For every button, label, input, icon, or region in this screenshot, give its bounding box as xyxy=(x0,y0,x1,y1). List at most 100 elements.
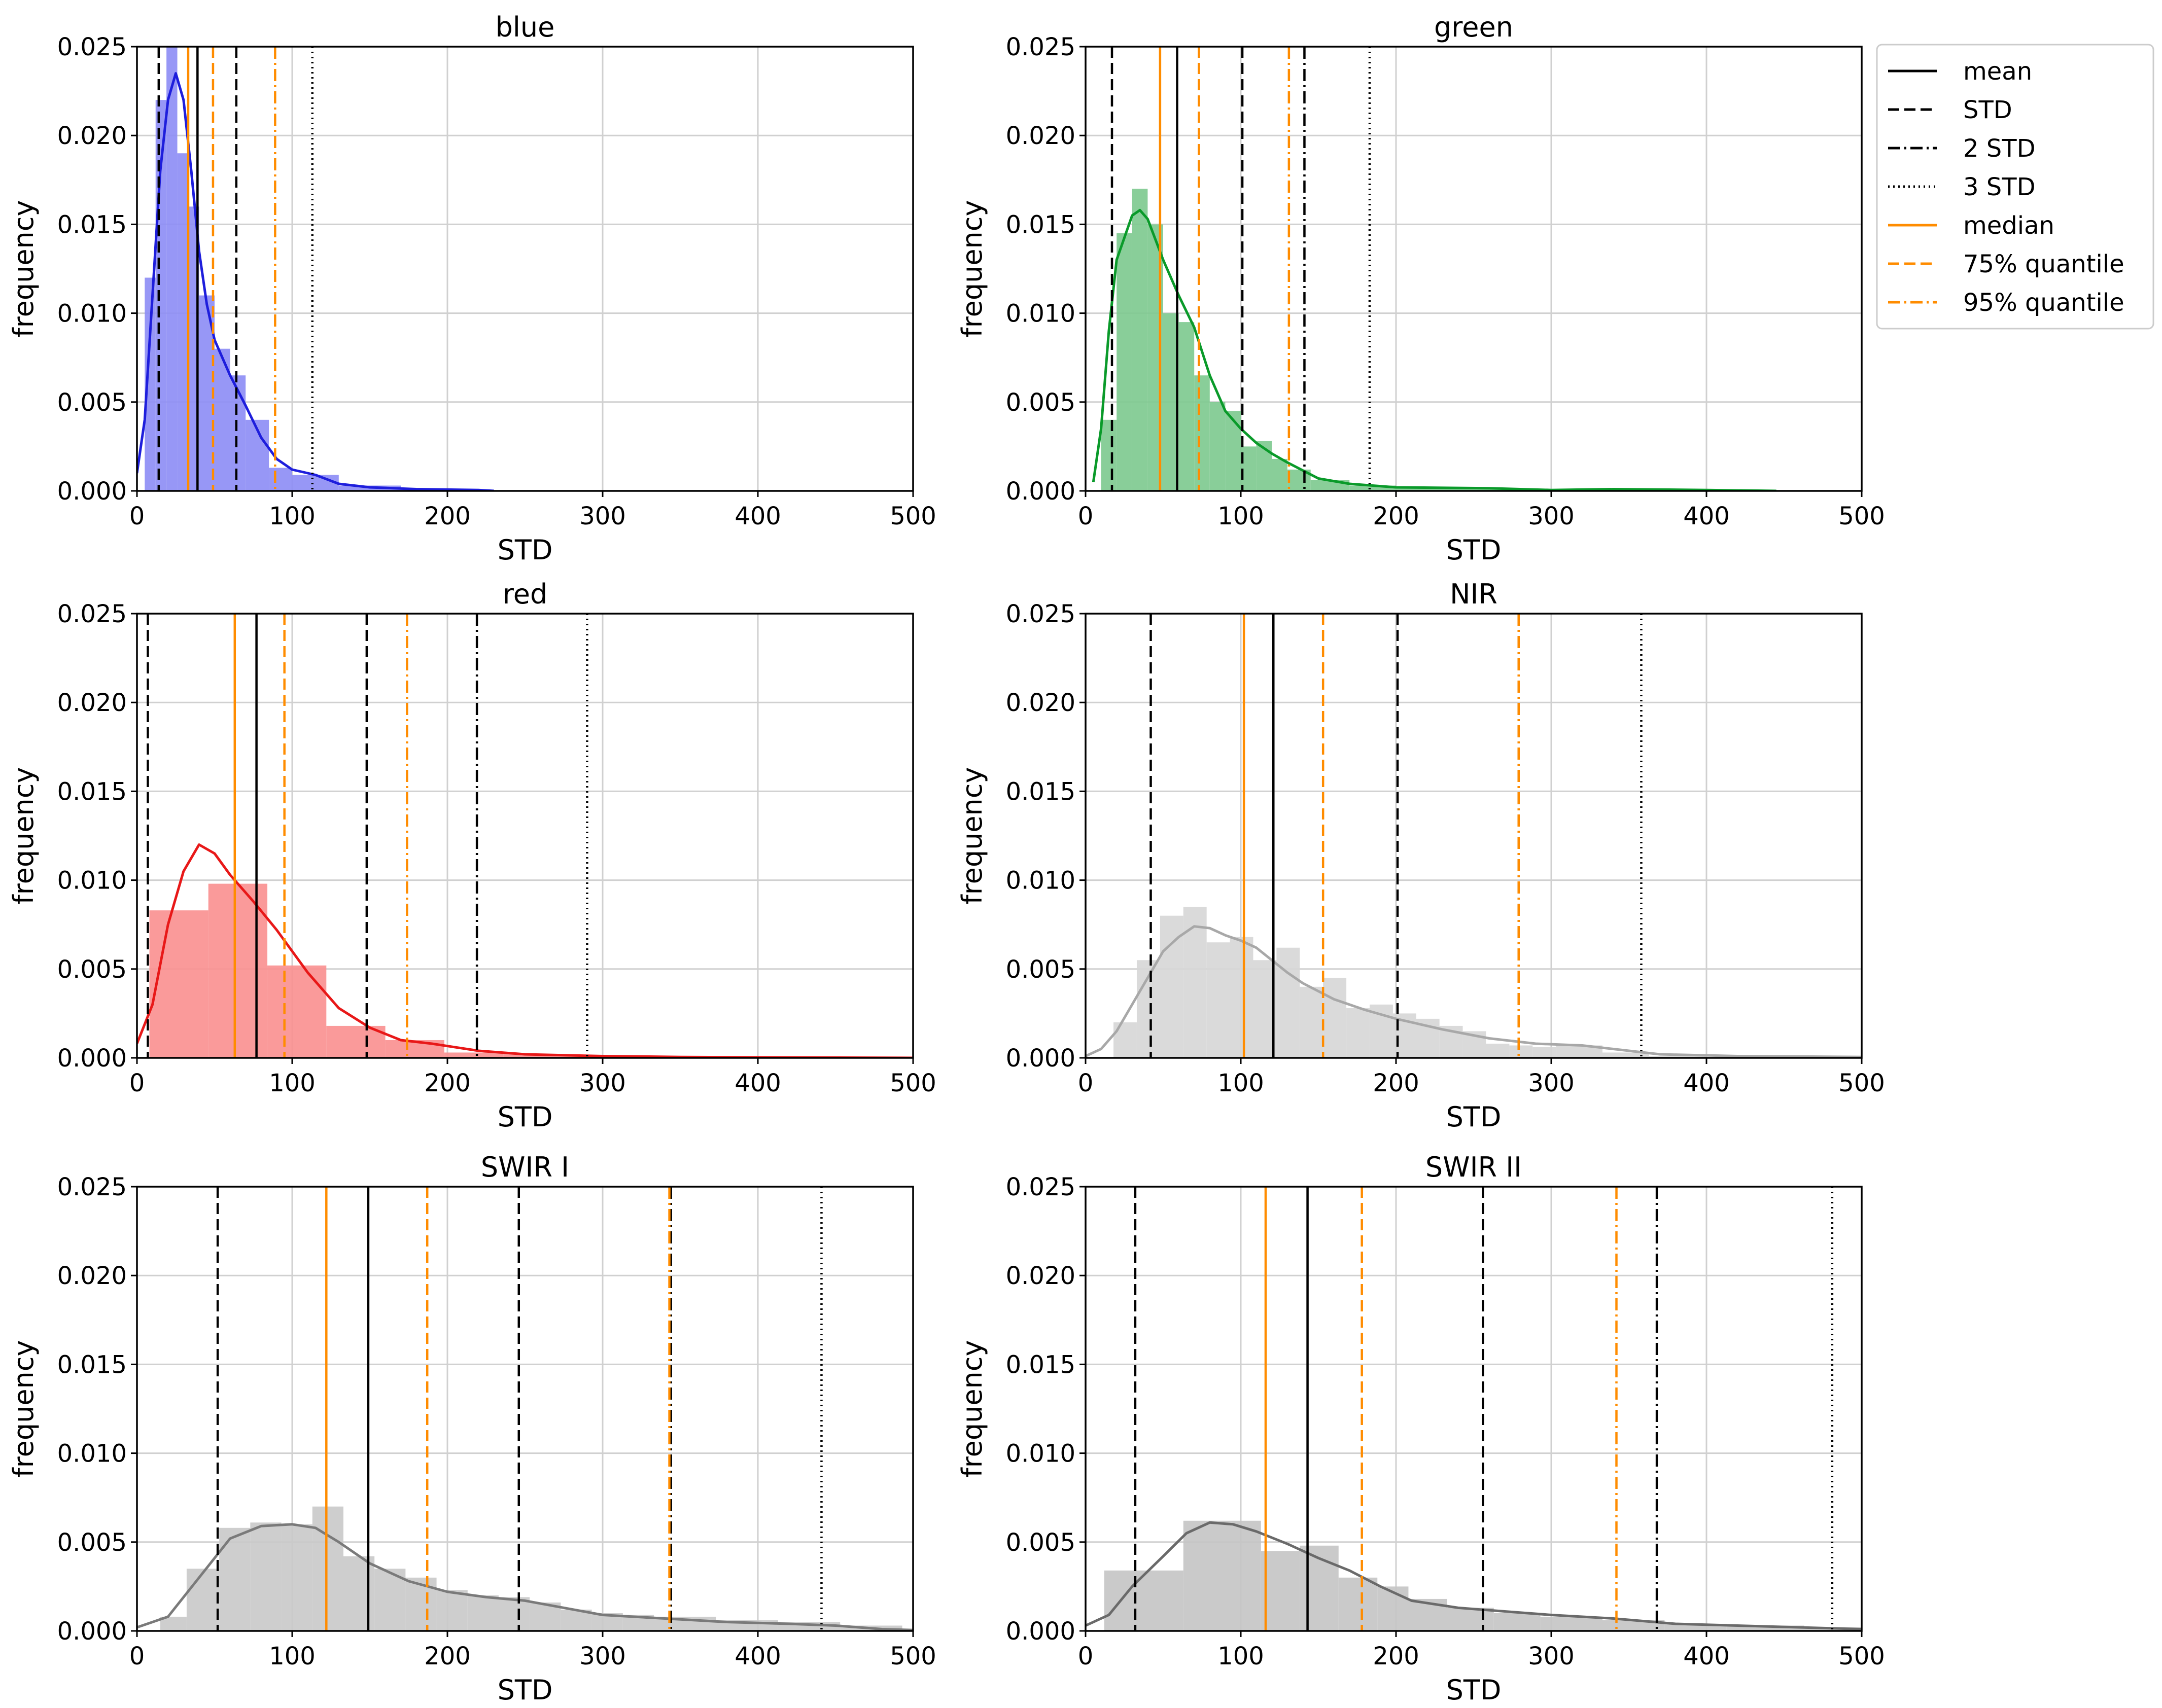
histogram-bar xyxy=(1540,1616,1602,1631)
x-tick-label: 400 xyxy=(1683,1069,1730,1097)
x-tick-label: 100 xyxy=(269,1069,316,1097)
legend-item: 2 STD xyxy=(1888,134,2036,163)
axes-frame xyxy=(136,1186,914,1632)
histogram-bar xyxy=(1346,1008,1370,1058)
y-axis-label: frequency xyxy=(8,767,40,905)
y-tick-label: 0.000 xyxy=(57,477,127,506)
legend-item: 75% quantile xyxy=(1888,250,2124,278)
histogram-bar xyxy=(1338,1577,1378,1631)
y-tick-label: 0.015 xyxy=(57,777,127,806)
chart-title: SWIR I xyxy=(481,1151,569,1183)
x-tick-label: 500 xyxy=(1838,1069,1885,1097)
y-tick-label: 0.000 xyxy=(1006,477,1075,506)
histogram-bar xyxy=(1447,1608,1494,1631)
y-tick-label: 0.020 xyxy=(57,122,127,150)
x-tick-label: 100 xyxy=(1217,502,1264,530)
histogram-bar xyxy=(436,1590,468,1631)
legend-label: 95% quantile xyxy=(1963,289,2124,317)
legend-label: 2 STD xyxy=(1963,134,2036,163)
plot-area xyxy=(137,47,494,491)
kde-line xyxy=(137,843,913,1058)
axes-frame xyxy=(1085,613,1863,1059)
histogram-bar xyxy=(1726,1625,1804,1631)
chart-panel-swir-ii: 0 100 200 300 400 500 0.000 0.005 0.010 0.015 0.02… xyxy=(956,1151,1885,1706)
y-tick-label: 0.015 xyxy=(1006,1350,1075,1379)
legend-item: 3 STD xyxy=(1888,173,2036,201)
histogram-bar xyxy=(186,1569,220,1631)
chart-title: red xyxy=(503,578,548,610)
legend-item: 95% quantile xyxy=(1888,289,2124,317)
legend-frame xyxy=(1876,44,2154,330)
histogram-bar xyxy=(149,910,208,1058)
y-tick-label: 0.005 xyxy=(57,955,127,984)
x-axis-label: STD xyxy=(1446,1674,1502,1706)
histogram-bar xyxy=(145,277,156,491)
histogram-bar xyxy=(1230,937,1253,1058)
kde-line xyxy=(1086,1521,1862,1630)
chart-title: SWIR II xyxy=(1425,1151,1522,1183)
x-tick-label: 400 xyxy=(1683,502,1730,530)
y-tick-label: 0.015 xyxy=(1006,210,1075,239)
y-tick-label: 0.015 xyxy=(1006,777,1075,806)
x-tick-label: 400 xyxy=(1683,1642,1730,1670)
histogram-bar xyxy=(1183,1520,1261,1631)
histogram-bar xyxy=(374,1569,406,1631)
x-tick-label: 200 xyxy=(1373,502,1419,530)
x-tick-label: 200 xyxy=(424,1069,471,1097)
x-tick-label: 200 xyxy=(1373,1069,1419,1097)
histogram-bar xyxy=(1509,1045,1533,1058)
y-tick-label: 0.020 xyxy=(57,689,127,717)
x-tick-label: 200 xyxy=(424,502,471,530)
plot-area xyxy=(1086,1187,1862,1631)
histogram-bar xyxy=(343,1556,375,1631)
legend-label: median xyxy=(1963,211,2054,240)
y-tick-label: 0.025 xyxy=(1006,1173,1075,1201)
x-tick-label: 500 xyxy=(890,1642,936,1670)
y-tick-label: 0.010 xyxy=(1006,867,1075,895)
histogram-bar xyxy=(1300,986,1323,1058)
y-tick-label: 0.020 xyxy=(1006,689,1075,717)
y-axis-label: frequency xyxy=(956,1340,988,1478)
histogram-bar xyxy=(219,1527,251,1631)
chart-title: green xyxy=(1434,11,1513,43)
x-tick-label: 400 xyxy=(735,1069,781,1097)
legend-item: median xyxy=(1888,211,2054,240)
x-tick-label: 400 xyxy=(735,1642,781,1670)
histogram-bar xyxy=(444,1052,504,1058)
y-tick-label: 0.000 xyxy=(1006,1044,1075,1073)
legend-label: mean xyxy=(1963,57,2032,86)
x-axis-label: STD xyxy=(498,534,553,566)
histogram-bar xyxy=(498,1597,530,1631)
axes-frame xyxy=(136,613,914,1059)
histogram-bar xyxy=(1349,485,1396,491)
histogram-bar xyxy=(1104,1570,1183,1631)
histogram-bar xyxy=(1132,189,1148,491)
y-tick-label: 0.005 xyxy=(57,388,127,417)
x-tick-label: 0 xyxy=(1078,502,1094,530)
x-axis-label: STD xyxy=(1446,534,1502,566)
histogram-bar xyxy=(292,475,339,491)
histogram-bar xyxy=(1209,402,1226,491)
y-tick-label: 0.000 xyxy=(57,1044,127,1073)
histogram-bar xyxy=(1300,1545,1339,1631)
chart-panel-blue: 0 100 200 300 400 500 0.000 0.005 0.010 0.015 0.02… xyxy=(8,11,936,566)
legend: mean STD 2 STD 3 STD median 75% quantile 95% q… xyxy=(1876,44,2154,330)
kde-line xyxy=(137,1523,913,1631)
histogram-bar xyxy=(1602,1620,1665,1631)
histogram-bar xyxy=(1272,458,1287,491)
x-tick-label: 300 xyxy=(579,1069,626,1097)
x-tick-label: 500 xyxy=(890,1069,936,1097)
histogram-bar xyxy=(1178,322,1195,491)
x-tick-label: 100 xyxy=(269,502,316,530)
histogram-bar xyxy=(188,206,199,491)
x-tick-label: 100 xyxy=(269,1642,316,1670)
histogram-bar xyxy=(250,1522,282,1631)
histogram-bar xyxy=(1160,915,1183,1058)
y-tick-label: 0.020 xyxy=(57,1262,127,1290)
chart-panel-nir: 0 100 200 300 400 500 0.000 0.005 0.010 0.015 0.02… xyxy=(956,578,1885,1133)
histogram-bar xyxy=(1206,942,1230,1058)
y-tick-label: 0.010 xyxy=(1006,300,1075,328)
legend-item: STD xyxy=(1888,96,2012,124)
y-axis-label: frequency xyxy=(956,767,988,905)
